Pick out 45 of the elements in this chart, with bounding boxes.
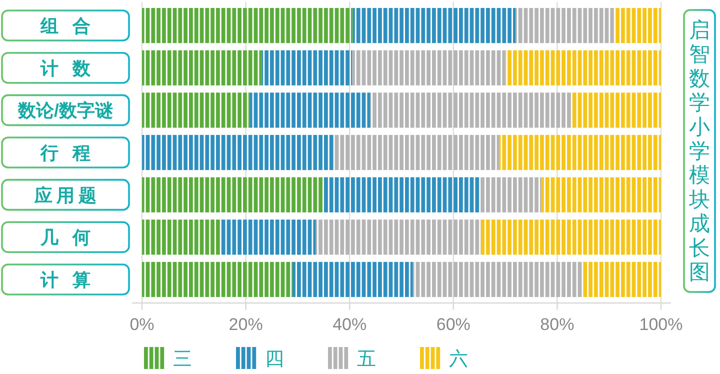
bar xyxy=(516,8,614,44)
y-tick-label: 应用题 xyxy=(34,185,100,206)
y-tick-label: 几何 xyxy=(40,228,104,248)
x-tick-label: 40% xyxy=(332,315,367,334)
bar xyxy=(292,262,413,298)
bar xyxy=(584,262,661,298)
y-tick-label: 行程 xyxy=(40,143,104,163)
bar xyxy=(142,177,323,212)
bar xyxy=(370,92,572,128)
bar xyxy=(250,92,370,128)
bar xyxy=(142,220,220,255)
bar xyxy=(614,8,661,44)
bar xyxy=(220,220,316,255)
x-tick-label: 80% xyxy=(540,315,574,334)
bar xyxy=(352,8,516,44)
legend-label: 四 xyxy=(265,349,284,370)
bar xyxy=(499,134,661,170)
x-tick-label: 60% xyxy=(436,315,470,334)
legend-label: 三 xyxy=(173,349,192,370)
bar xyxy=(480,177,542,212)
bar xyxy=(262,50,352,86)
x-tick-label: 20% xyxy=(228,315,263,334)
legend-label: 六 xyxy=(449,348,468,370)
bar xyxy=(334,134,500,170)
bar xyxy=(480,220,661,255)
bar xyxy=(322,177,480,212)
bar xyxy=(142,92,250,128)
bar xyxy=(316,220,481,255)
bar xyxy=(142,262,293,298)
x-tick-label: 100% xyxy=(639,315,683,334)
bar xyxy=(541,177,661,212)
bar xyxy=(142,134,335,170)
bar xyxy=(142,8,353,44)
y-tick-label: 数论/数字谜 xyxy=(16,100,114,121)
y-tick-label: 组合 xyxy=(40,16,104,36)
legend-label: 五 xyxy=(357,349,376,370)
bar xyxy=(352,50,506,86)
bar xyxy=(571,92,661,128)
chart-title: 启智数学小学模块成长图 xyxy=(689,19,710,284)
y-tick-label: 计算 xyxy=(40,270,104,290)
bar xyxy=(505,50,661,86)
bar xyxy=(142,50,262,86)
bar xyxy=(412,262,584,298)
x-tick-label: 0% xyxy=(130,315,154,334)
y-tick-label: 计数 xyxy=(40,58,104,78)
